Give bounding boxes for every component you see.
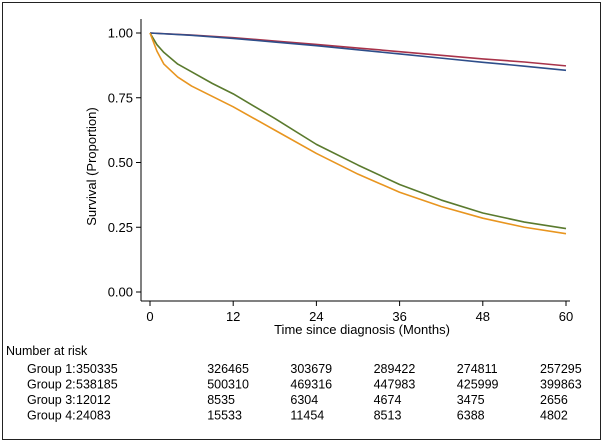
risk-value: 3475 — [457, 393, 485, 407]
risk-value: 447983 — [374, 378, 416, 392]
risk-value: 274811 — [457, 362, 498, 376]
risk-value: 4802 — [540, 409, 568, 423]
risk-value: 326465 — [207, 362, 249, 376]
risk-value: 303679 — [290, 362, 332, 376]
x-tick-label: 12 — [226, 309, 240, 324]
risk-value: 4674 — [374, 393, 402, 407]
risk-row-label: Group 4: — [27, 409, 76, 423]
risk-value: 11454 — [290, 409, 324, 423]
risk-value: 6304 — [290, 393, 318, 407]
survival-curve-4 — [149, 32, 567, 235]
chart-frame — [2, 2, 601, 440]
risk-value: 425999 — [457, 378, 499, 392]
y-axis-title: Survival (Proportion) — [84, 107, 99, 226]
risk-value: 399863 — [540, 378, 582, 392]
risk-value: 2656 — [540, 393, 568, 407]
y-tick-label: 0.00 — [108, 285, 133, 300]
risk-row-label: Group 3: — [27, 393, 76, 407]
y-tick-label: 0.75 — [108, 90, 133, 105]
y-tick-label: 0.50 — [108, 155, 133, 170]
risk-value: 350335 — [76, 362, 118, 376]
risk-value: 12012 — [76, 393, 111, 407]
y-tick-label: 0.25 — [108, 220, 133, 235]
y-tick-label: 1.00 — [108, 26, 133, 41]
risk-value: 8535 — [207, 393, 235, 407]
x-tick-label: 36 — [392, 309, 406, 324]
survival-curve-2 — [149, 32, 567, 72]
x-tick-label: 0 — [146, 309, 153, 324]
risk-row-label: Group 2: — [27, 378, 76, 392]
risk-value: 538185 — [76, 378, 118, 392]
x-tick-label: 24 — [309, 309, 323, 324]
x-axis-title: Time since diagnosis (Months) — [274, 322, 450, 337]
risk-value: 500310 — [207, 378, 249, 392]
x-tick-label: 60 — [559, 309, 573, 324]
risk-value: 6388 — [457, 409, 485, 423]
survival-curve-3 — [149, 32, 567, 230]
x-tick-label: 48 — [476, 309, 490, 324]
risk-value: 257295 — [540, 362, 582, 376]
risk-value: 8513 — [374, 409, 402, 423]
risk-table-title: Number at risk — [6, 344, 88, 358]
risk-value: 289422 — [374, 362, 416, 376]
risk-value: 15533 — [207, 409, 242, 423]
risk-row-label: Group 1: — [27, 362, 76, 376]
risk-value: 469316 — [290, 378, 332, 392]
risk-value: 24083 — [76, 409, 111, 423]
